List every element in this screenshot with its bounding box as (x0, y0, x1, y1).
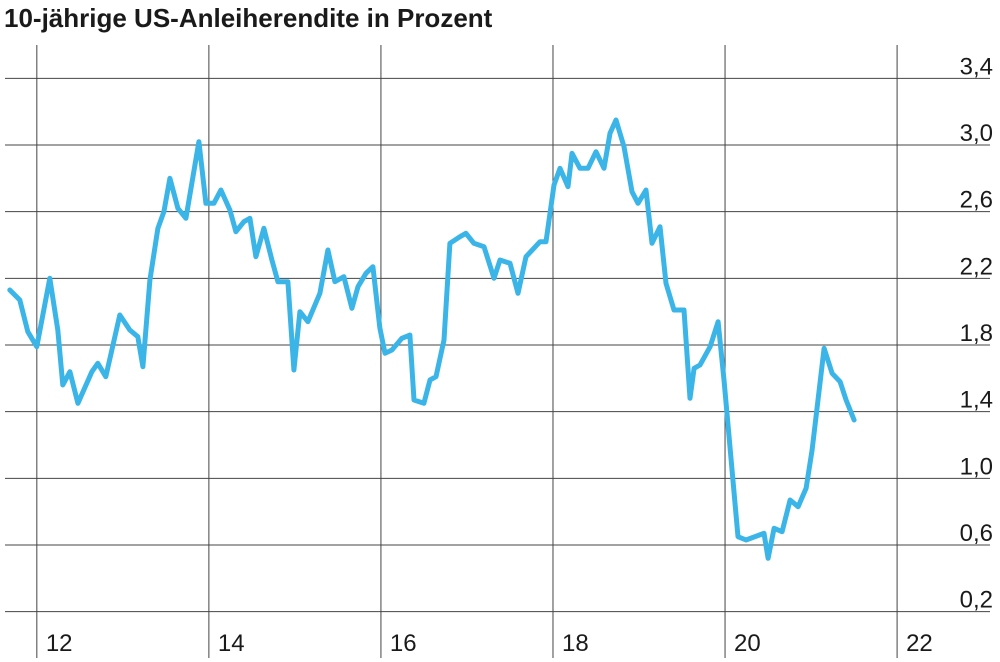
y-tick-label: 0,2 (960, 587, 993, 614)
y-tick-label: 1,4 (960, 387, 993, 414)
chart-title: 10-jährige US-Anleiherendite in Prozent (4, 3, 493, 33)
x-tick-label: 12 (46, 630, 73, 657)
y-tick-label: 1,8 (960, 320, 993, 347)
y-tick-label: 1,0 (960, 453, 993, 480)
y-tick-label: 3,4 (960, 53, 993, 80)
y-tick-label: 2,2 (960, 253, 993, 280)
x-tick-label: 16 (390, 630, 417, 657)
x-tick-label: 18 (562, 630, 589, 657)
x-tick-label: 14 (218, 630, 245, 657)
y-tick-label: 0,6 (960, 520, 993, 547)
y-tick-label: 2,6 (960, 187, 993, 214)
data-line (7, 117, 857, 561)
x-tick-label: 20 (734, 630, 761, 657)
x-tick-label: 22 (906, 630, 933, 657)
y-tick-label: 3,0 (960, 120, 993, 147)
